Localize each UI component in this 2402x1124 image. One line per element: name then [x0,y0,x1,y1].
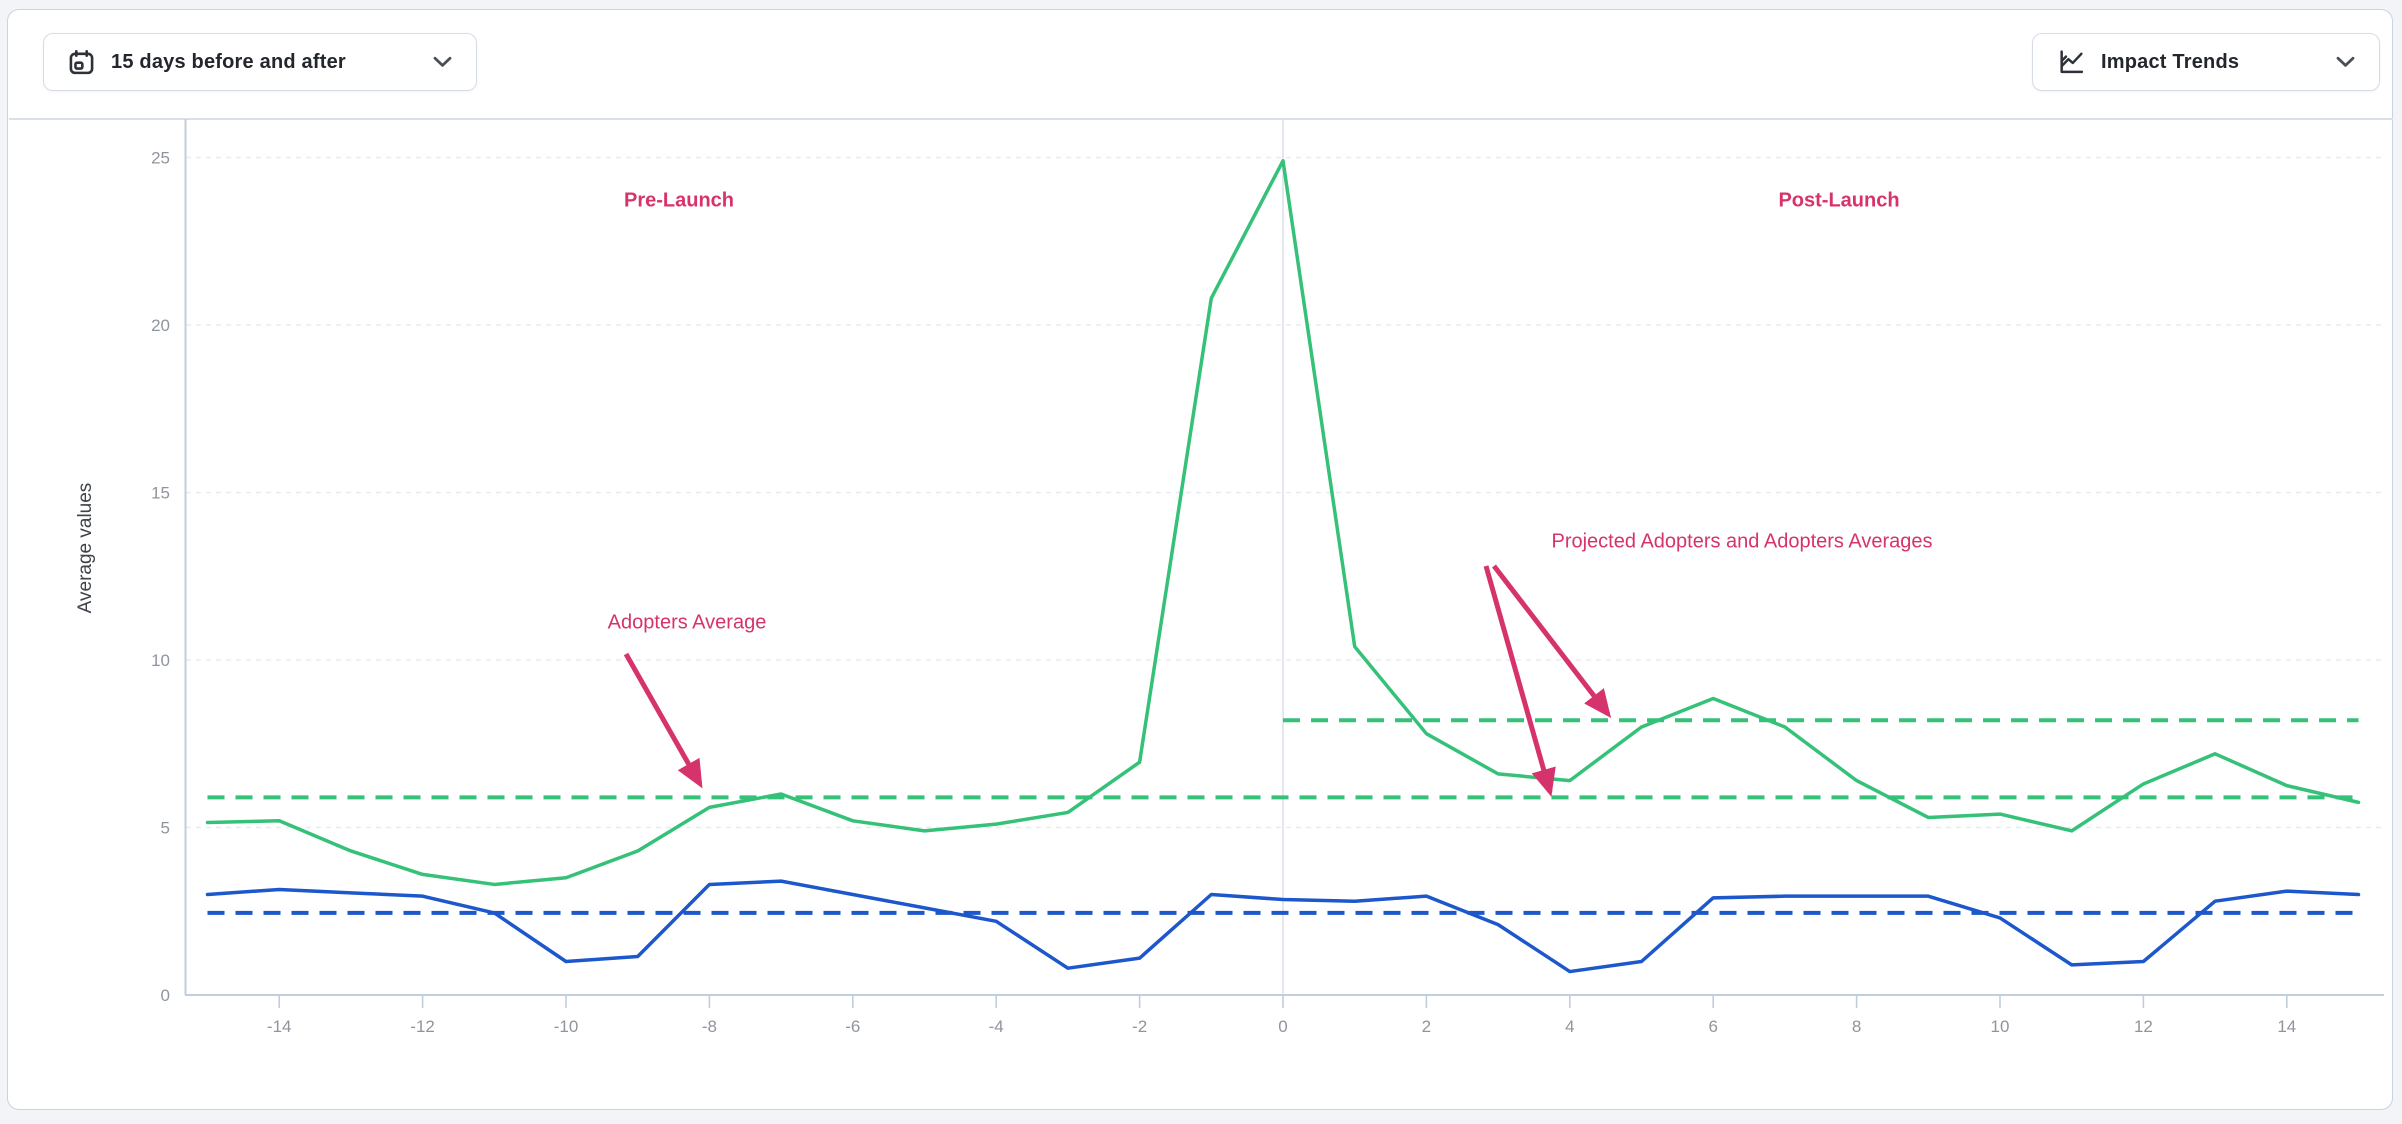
x-tick-label: -14 [267,1017,292,1036]
y-tick-label: 15 [151,484,170,503]
post-average-arrow-lower [1483,565,1556,797]
x-tick-label: -10 [554,1017,579,1036]
impact-trends-dropdown[interactable]: Impact Trends [2032,33,2380,91]
x-tick-label: 6 [1708,1017,1717,1036]
y-tick-label: 20 [151,316,170,335]
annotation-projected-adopters-averages: Projected Adopters and Adopters Averages [1551,530,1933,553]
annotation-adopters-average: Adopters Average [607,611,767,634]
post-average-arrow-upper [1492,564,1612,718]
x-tick-label: 14 [2277,1017,2296,1036]
annotation-pre-launch: Pre-Launch [623,189,735,212]
x-tick-label: -6 [845,1017,860,1036]
x-tick-label: -2 [1132,1017,1147,1036]
projected-adopters-line [205,879,2361,974]
x-tick-label: -8 [702,1017,717,1036]
x-tick-label: 10 [1991,1017,2010,1036]
x-tick-label: 2 [1422,1017,1431,1036]
date-range-label: 15 days before and after [111,50,346,73]
line-chart-icon [2057,48,2085,76]
date-range-dropdown[interactable]: 15 days before and after [43,33,477,91]
chevron-down-icon [415,56,452,68]
y-tick-label: 25 [151,149,170,168]
y-tick-label: 5 [161,819,170,838]
chevron-down-icon [2318,56,2355,68]
impact-trends-label: Impact Trends [2101,50,2240,73]
x-tick-label: 4 [1565,1017,1574,1036]
x-tick-label: -12 [410,1017,435,1036]
annotation-post-launch: Post-Launch [1778,189,1900,212]
x-tick-label: -4 [989,1017,1004,1036]
x-tick-label: 12 [2134,1017,2153,1036]
chart-card [7,9,2393,1110]
calendar-icon [68,49,95,76]
y-tick-label: 0 [161,986,170,1005]
adopters-line [205,159,2361,887]
adopters-average-arrow [623,652,703,789]
toolbar-divider [9,118,2393,120]
y-tick-label: 10 [151,651,170,670]
x-tick-label: 0 [1278,1017,1287,1036]
x-tick-label: 8 [1852,1017,1861,1036]
